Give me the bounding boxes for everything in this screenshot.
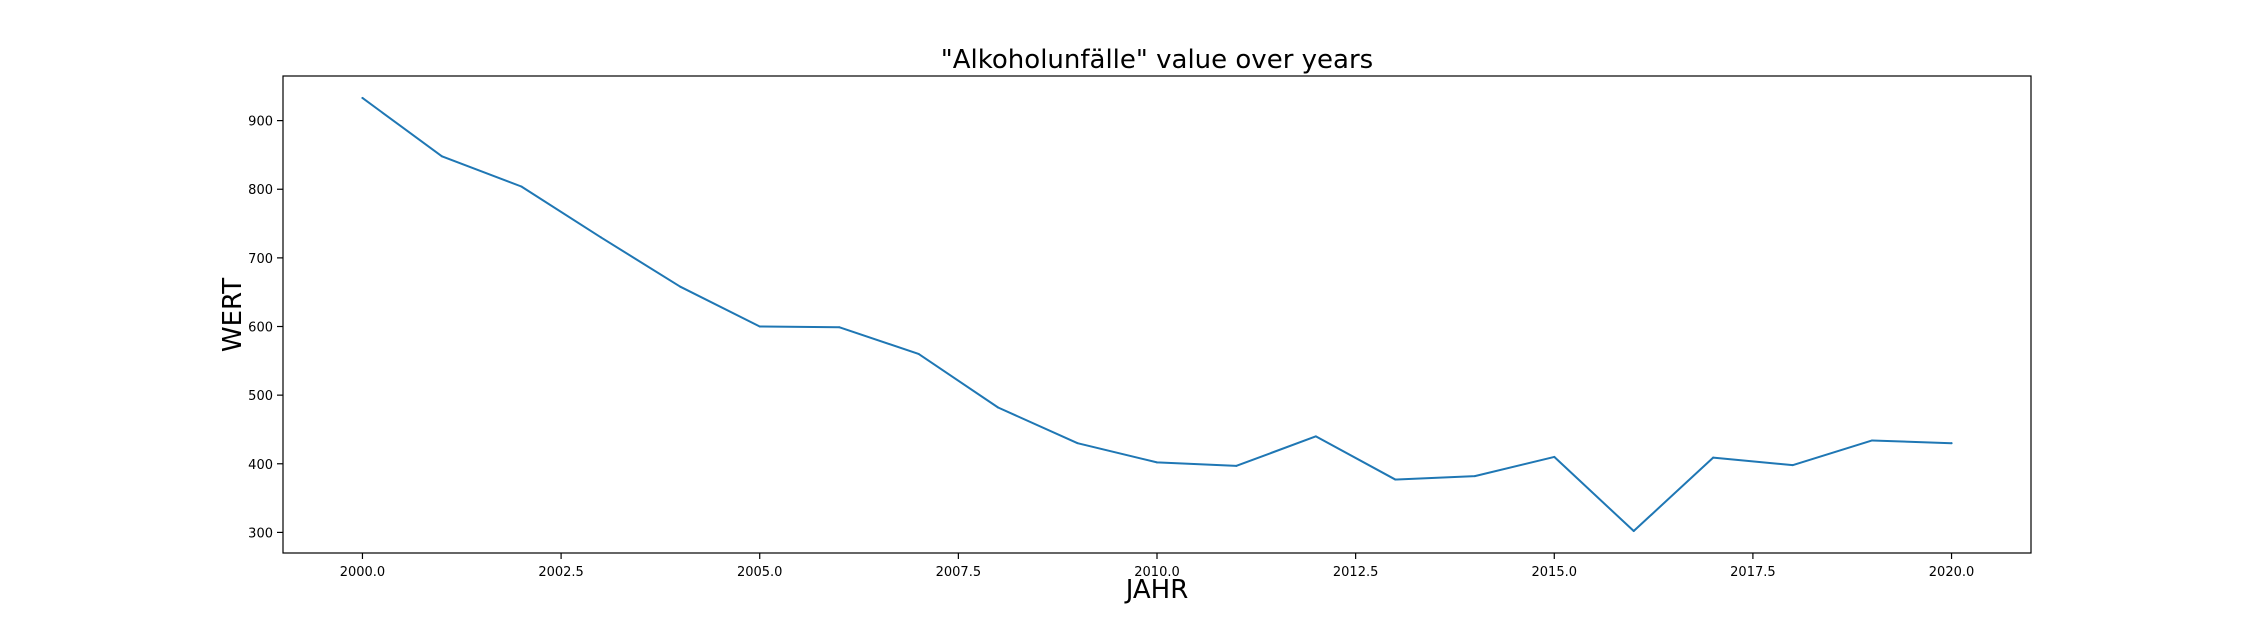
data-point — [1950, 442, 1953, 445]
data-point — [1314, 435, 1317, 438]
x-tick-label: 2007.5 — [936, 565, 982, 580]
data-point — [361, 96, 364, 99]
y-tick-label: 500 — [248, 389, 273, 404]
x-tick-label: 2020.0 — [1929, 565, 1975, 580]
x-tick-label: 2010.0 — [1134, 565, 1180, 580]
y-tick-label: 700 — [248, 252, 273, 267]
x-tick-label: 2002.5 — [538, 565, 584, 580]
y-tick-label: 600 — [248, 321, 273, 336]
data-point — [758, 325, 761, 328]
x-axis-label: JAHR — [1124, 575, 1189, 605]
plot-area — [361, 96, 1953, 533]
data-point — [440, 155, 443, 158]
data-point — [838, 326, 841, 329]
y-tick-label: 800 — [248, 183, 273, 198]
x-tick-label: 2000.0 — [340, 565, 386, 580]
y-axis-label: WERT — [218, 278, 248, 352]
series-line — [361, 96, 1953, 533]
x-axis: 2000.0 2002.5 2005.0 2007.5 2010.0 2012.5 2015… — [340, 553, 1975, 580]
x-tick-label: 2015.0 — [1532, 565, 1578, 580]
data-point — [1156, 461, 1158, 464]
plot-frame — [282, 75, 2032, 554]
data-point — [917, 352, 920, 355]
data-point — [1791, 464, 1794, 467]
data-point — [1632, 530, 1635, 533]
data-point — [1712, 456, 1715, 459]
data-point — [1871, 439, 1874, 442]
x-tick-label: 2012.5 — [1333, 565, 1379, 580]
y-axis: 300 400 500 600 700 800 900 — [248, 115, 283, 541]
data-point — [1553, 455, 1556, 458]
data-point — [1473, 475, 1476, 478]
data-point — [997, 406, 1000, 409]
x-tick-label: 2017.5 — [1730, 565, 1776, 580]
x-tick-label: 2005.0 — [737, 565, 783, 580]
data-point — [679, 285, 682, 288]
y-tick-label: 900 — [248, 115, 273, 130]
y-tick-label: 400 — [248, 458, 273, 473]
chart-title: "Alkoholunfälle" value over years — [941, 45, 1373, 75]
data-point — [520, 185, 523, 188]
y-tick-label: 300 — [248, 526, 273, 541]
data-point — [1394, 478, 1397, 481]
data-point — [599, 236, 602, 239]
data-point — [1235, 464, 1238, 467]
data-point — [1076, 442, 1079, 445]
